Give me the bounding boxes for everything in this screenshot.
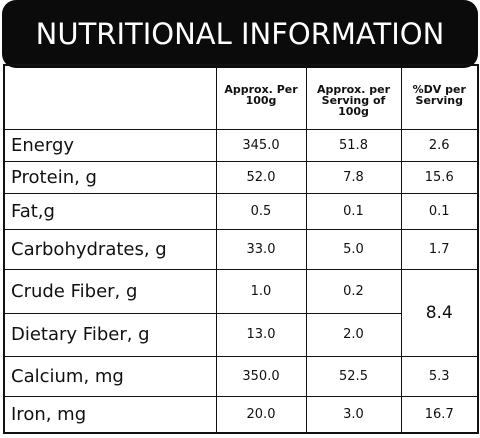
value-cell: 8.4 [400,268,479,357]
value-cell: 1.7 [400,228,479,270]
row-label: Carbohydrates, g [3,228,217,270]
column-header: %DV per Serving [400,64,479,130]
column-header: Approx. Per 100g [215,64,307,130]
value-cell: 5.0 [305,228,402,270]
table-row: Protein, g 52.0 7.8 15.6 [3,160,479,194]
value-cell: 20.0 [215,395,307,434]
value-cell: 0.2 [305,268,402,314]
row-label: Iron, mg [3,395,217,434]
table-row: Calcium, mg 350.0 52.5 5.3 [3,355,479,397]
table-row: Dietary Fiber, g 13.0 2.0 [3,312,478,357]
value-cell: 33.0 [215,228,307,270]
value-cell: 0.1 [400,192,479,230]
value-cell: 345.0 [215,128,307,162]
corner-cell [3,64,217,130]
title-banner: NUTRITIONAL INFORMATION [2,0,478,68]
column-header: Approx. per Serving of 100g [305,64,402,130]
value-cell: 3.0 [305,395,402,434]
table-row: Crude Fiber, g 1.0 0.2 8.4 [3,268,479,357]
header-row: Approx. Per 100g Approx. per Serving of 1… [3,64,479,130]
value-cell: 0.5 [215,192,307,230]
title: NUTRITIONAL INFORMATION [35,17,445,51]
row-label: Energy [3,128,217,162]
row-label: Protein, g [3,160,217,194]
value-cell: 52.0 [215,160,307,194]
value-cell: 0.1 [305,192,402,230]
table-row: Fat,g 0.5 0.1 0.1 [3,192,479,230]
row-label: Dietary Fiber, g [3,312,217,357]
value-cell: 2.6 [400,128,479,162]
row-label: Crude Fiber, g [3,268,217,314]
value-cell: 51.8 [305,128,402,162]
value-cell: 15.6 [400,160,479,194]
value-cell: 13.0 [215,312,307,357]
row-label: Calcium, mg [3,355,217,397]
nutrition-table: Approx. Per 100g Approx. per Serving of 1… [3,64,479,434]
value-cell: 5.3 [400,355,479,397]
value-cell: 1.0 [215,268,307,314]
value-cell: 52.5 [305,355,402,397]
table-row: Iron, mg 20.0 3.0 16.7 [3,395,479,434]
value-cell: 2.0 [305,312,402,357]
table-row: Energy 345.0 51.8 2.6 [3,128,479,162]
row-label: Fat,g [3,192,217,230]
value-cell: 16.7 [400,395,479,434]
value-cell: 350.0 [215,355,307,397]
value-cell: 7.8 [305,160,402,194]
table-row: Carbohydrates, g 33.0 5.0 1.7 [3,228,479,270]
